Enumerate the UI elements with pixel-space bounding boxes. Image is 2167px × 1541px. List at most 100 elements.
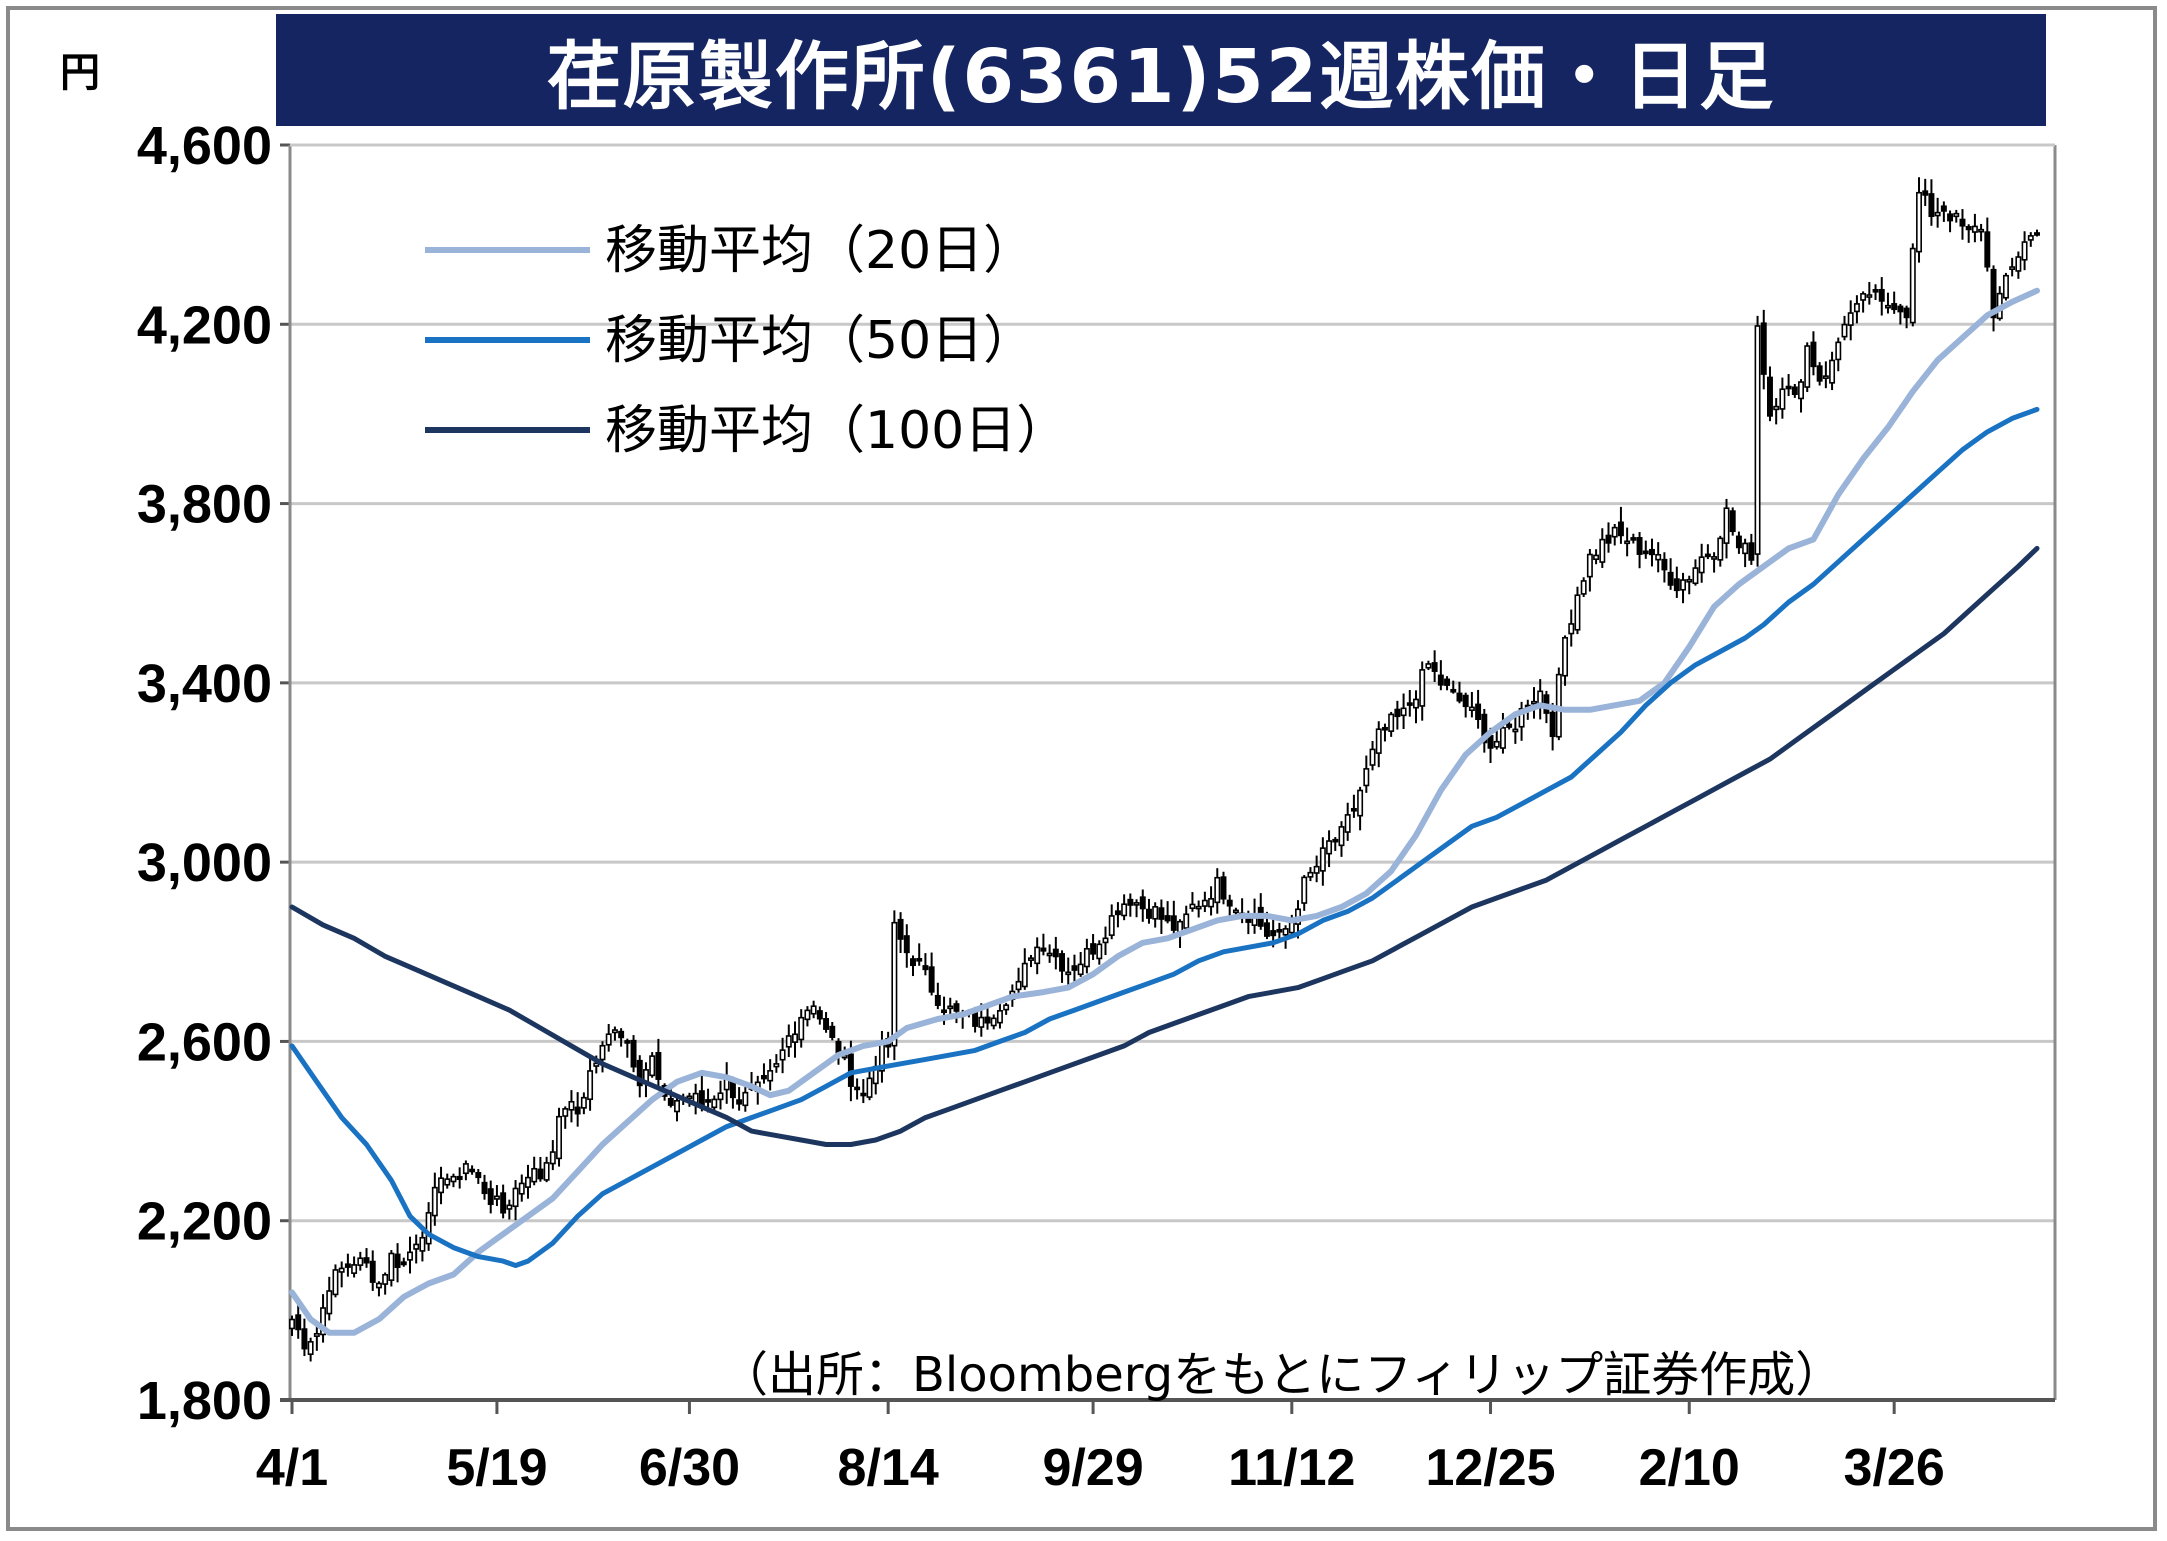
candle-body [1897, 305, 1904, 313]
candle-body [1959, 218, 1966, 227]
candle-body [543, 1162, 550, 1181]
candle [1940, 201, 1947, 222]
candle-body [1735, 535, 1742, 549]
candle-body [1406, 702, 1413, 706]
candle-body [1984, 231, 1991, 268]
candle-body [649, 1055, 656, 1077]
candle-body [816, 1010, 823, 1020]
candle-body [636, 1059, 643, 1087]
candle-body [1394, 708, 1401, 718]
candle-body [1779, 388, 1786, 410]
candle-body [1015, 980, 1022, 991]
candle [1208, 886, 1215, 916]
candle [1686, 575, 1693, 595]
candle-body [1388, 713, 1395, 732]
candle [351, 1256, 358, 1278]
candle-body [1232, 909, 1239, 914]
candle [1034, 937, 1041, 975]
candle [1257, 893, 1264, 930]
candle [1127, 893, 1134, 917]
candle [1518, 701, 1525, 741]
candle-body [1611, 526, 1618, 538]
candle [1394, 700, 1401, 730]
candle-body [456, 1175, 463, 1181]
candle [1040, 933, 1047, 956]
candle [2027, 232, 2034, 247]
candle-body [1363, 768, 1370, 787]
candle [2021, 231, 2028, 271]
candle [1475, 689, 1482, 729]
candle [1971, 213, 1978, 243]
y-tick-label: 3,800 [137, 475, 272, 535]
candle-body [1375, 728, 1382, 754]
candle [338, 1261, 345, 1288]
candle-body [493, 1195, 500, 1200]
candle-body [2027, 235, 2034, 241]
candle-body [717, 1092, 724, 1101]
candle-body [357, 1257, 364, 1266]
candle [723, 1062, 730, 1104]
candle [1158, 899, 1165, 934]
candle [885, 1031, 892, 1058]
candle-body [1127, 898, 1134, 906]
y-unit-label: 円 [60, 50, 100, 96]
candle-body [1108, 915, 1115, 936]
candle-body [922, 965, 929, 971]
candle [804, 1006, 811, 1027]
y-tick-label: 2,600 [137, 1012, 272, 1072]
candle [543, 1156, 550, 1183]
candle [1642, 540, 1649, 559]
candle [1884, 292, 1891, 314]
candle [574, 1092, 581, 1127]
candle [556, 1107, 563, 1167]
candle-body [897, 918, 904, 940]
candle [1456, 681, 1463, 704]
candle [1599, 528, 1606, 568]
candle-body [1332, 838, 1339, 843]
candle [1344, 802, 1351, 841]
candle [493, 1185, 500, 1207]
candle [1015, 967, 1022, 995]
candle-body [686, 1095, 693, 1100]
candle [481, 1174, 488, 1200]
candle [717, 1080, 724, 1110]
candle-body [1909, 247, 1916, 324]
chart-title-text: 荏原製作所(6361)52週株価・日足 [546, 33, 1776, 120]
y-tick-label: 3,400 [137, 654, 272, 714]
candle-body [1667, 571, 1674, 586]
candle [568, 1090, 575, 1123]
candle-body [760, 1075, 767, 1080]
candle-body [1742, 542, 1749, 555]
source-note: （出所：Bloombergをもとにフィリップ証券作成） [720, 1347, 1844, 1403]
candle [1978, 223, 1985, 242]
candle-body [1586, 553, 1593, 578]
candle [1897, 303, 1904, 325]
moving-average-layer [289, 287, 2040, 1336]
candle [1829, 351, 1836, 391]
x-tick-label: 8/14 [838, 1439, 939, 1497]
candle-body [978, 1016, 985, 1028]
candle-body [1580, 580, 1587, 595]
candle-body [1090, 943, 1097, 955]
candle [1201, 891, 1208, 913]
candle-body [1506, 723, 1513, 728]
candle-body [400, 1261, 407, 1266]
candle [1903, 305, 1910, 329]
candle [369, 1250, 376, 1291]
candle-body [1419, 669, 1426, 707]
candle-body [1798, 381, 1804, 400]
candle-body [1499, 727, 1506, 749]
candle [1872, 284, 1879, 301]
candle [1400, 693, 1407, 729]
candle-body [1953, 212, 1960, 218]
candle-body [674, 1100, 680, 1113]
candle [469, 1165, 476, 1175]
legend: 移動平均（20日） 移動平均（50日） 移動平均（100日） [425, 221, 1068, 461]
candle [1108, 904, 1115, 940]
candle [1021, 948, 1028, 990]
candle-body [941, 1009, 948, 1014]
candle [1754, 315, 1761, 567]
candle [1860, 291, 1867, 313]
candle-body [1971, 225, 1978, 233]
candle-body [574, 1106, 581, 1115]
